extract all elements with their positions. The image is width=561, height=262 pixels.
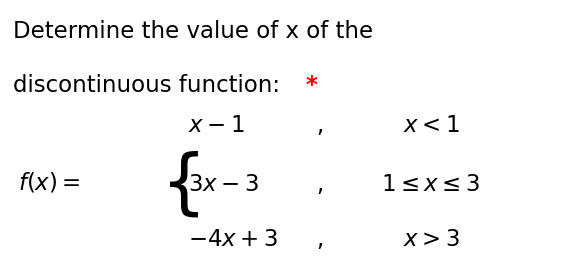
Text: $f(x) =$: $f(x) =$ [18,171,81,195]
Text: ,: , [317,228,324,251]
Text: ,: , [317,114,324,137]
Text: ,: , [317,173,324,196]
Text: $-4x+3$: $-4x+3$ [188,228,278,251]
Text: $\{$: $\{$ [160,149,199,219]
Text: $x-1$: $x-1$ [188,114,245,137]
Text: $x > 3$: $x > 3$ [403,228,460,251]
Text: $x < 1$: $x < 1$ [403,114,460,137]
Text: Determine the value of x of the: Determine the value of x of the [12,20,373,42]
Text: $1 \leq x \leq 3$: $1 \leq x \leq 3$ [381,173,480,196]
Text: $3x-3$: $3x-3$ [188,173,259,196]
Text: discontinuous function:: discontinuous function: [12,74,287,97]
Text: *: * [306,74,318,97]
